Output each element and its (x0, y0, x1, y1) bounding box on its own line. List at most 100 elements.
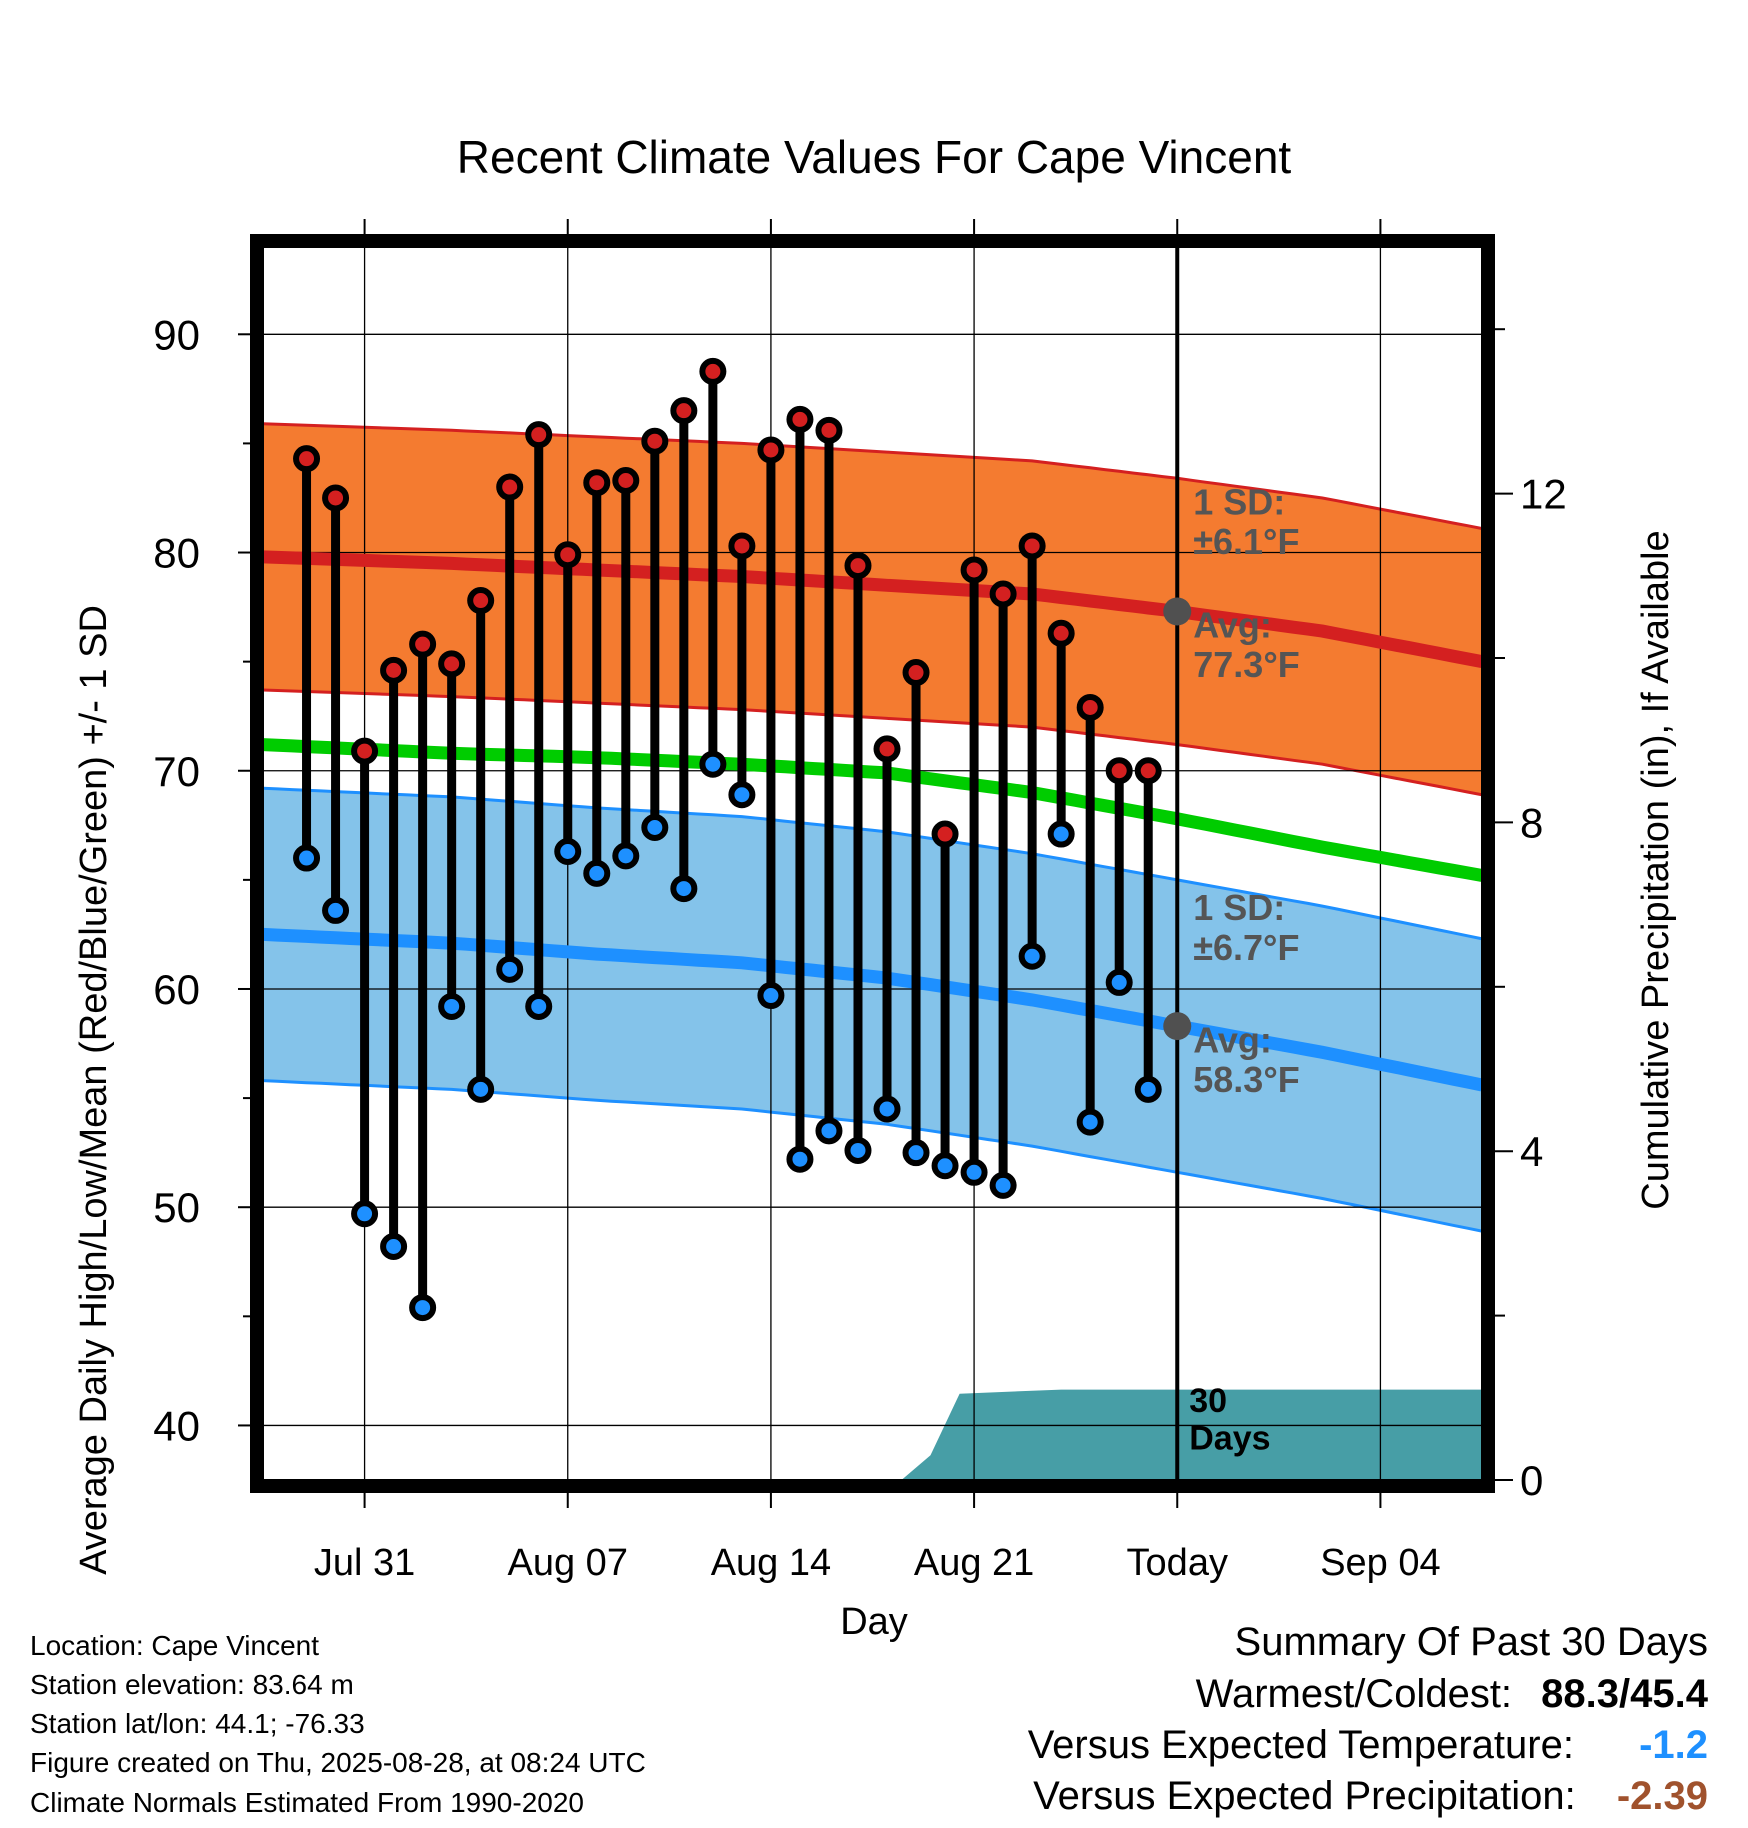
summary-temp-label: Versus Expected Temperature: (1027, 1723, 1574, 1767)
daily-high-point (351, 737, 379, 765)
y-tick-label: 90 (153, 311, 200, 358)
y-axis-label: Average Daily High/Low/Mean (Red/Blue/Gr… (73, 605, 115, 1575)
daily-high-point (670, 397, 698, 425)
y2-tick-label: 4 (1520, 1128, 1543, 1175)
daily-high-point (873, 735, 901, 763)
summary-warm-cold-label: Warmest/Coldest: (1195, 1672, 1513, 1716)
summary-warm-cold-row: Warmest/Coldest: 88.3/45.4 (1196, 1672, 1708, 1717)
daily-low-point (670, 875, 698, 903)
daily-low-point (525, 992, 553, 1020)
daily-high-point (699, 357, 727, 385)
daily-high-point (322, 484, 350, 512)
summary-heading: Summary Of Past 30 Days (1234, 1620, 1708, 1664)
daily-low-point (757, 982, 785, 1010)
plot-inner (263, 247, 1482, 1480)
daily-low-point (380, 1232, 408, 1260)
info-location: Location: Cape Vincent (30, 1630, 320, 1661)
daily-low-point (931, 1152, 959, 1180)
y2-tick-label: 12 (1520, 471, 1567, 518)
daily-low-point (1076, 1108, 1104, 1136)
plot-area: 1 SD: ±6.1°F Avg: 77.3°F 1 SD: ±6.7°F Avg: 58.3… (153, 219, 1567, 1584)
today-avg-low-marker (1163, 1012, 1192, 1041)
daily-high-point (786, 405, 814, 433)
y2-tick-label: 8 (1520, 799, 1543, 846)
daily-high-point (293, 445, 321, 473)
daily-low-point (1018, 942, 1046, 970)
daily-high-point (409, 630, 437, 658)
daily-low-point (815, 1117, 843, 1145)
daily-low-point (1047, 820, 1075, 848)
daily-high-point (525, 421, 553, 449)
summary-precip-row: Versus Expected Precipitation: -2.39 (1033, 1774, 1708, 1819)
info-latlon: Station lat/lon: 44.1; -76.33 (30, 1708, 365, 1739)
today-days-label: 30 Days (1189, 1382, 1270, 1457)
daily-low-point (960, 1158, 988, 1186)
low-avg-annotation: Avg: 58.3°F (1193, 1019, 1299, 1100)
info-normals: Climate Normals Estimated From 1990-2020 (30, 1787, 584, 1818)
summary-precip-label: Versus Expected Precipitation: (1033, 1774, 1576, 1818)
daily-high-point (641, 427, 669, 455)
chart-title: Recent Climate Values For Cape Vincent (457, 131, 1292, 183)
daily-low-point (467, 1075, 495, 1103)
low-sd-upper-edge (263, 786, 1482, 941)
info-created: Figure created on Thu, 2025-08-28, at 08… (30, 1747, 646, 1778)
daily-high-point (844, 552, 872, 580)
y2-axis-label: Cumulative Precipitation (in), If Availa… (1635, 530, 1677, 1209)
avg-low-line (263, 927, 1482, 1092)
y-tick-label: 60 (153, 966, 200, 1013)
x-tick-label: Aug 07 (508, 1542, 628, 1584)
x-tick-label: Today (1127, 1542, 1228, 1584)
daily-high-point (1076, 693, 1104, 721)
daily-low-point (612, 842, 640, 870)
low-sd-lower-edge (263, 1079, 1482, 1233)
plot-frame (250, 234, 1495, 1493)
daily-low-point (554, 837, 582, 865)
daily-low-point (902, 1139, 930, 1167)
daily-low-point (873, 1095, 901, 1123)
daily-high-point (757, 436, 785, 464)
daily-high-point (438, 650, 466, 678)
daily-high-point (554, 541, 582, 569)
x-tick-label: Aug 21 (914, 1542, 1034, 1584)
daily-high-point (612, 467, 640, 495)
high-sd-lower-edge (263, 688, 1482, 797)
high-sd-annotation: 1 SD: ±6.1°F (1193, 481, 1299, 562)
high-sd-upper-edge (263, 422, 1482, 530)
daily-low-point (1105, 968, 1133, 996)
daily-low-point (786, 1145, 814, 1173)
x-tick-label: Aug 14 (711, 1542, 831, 1584)
daily-low-point (322, 896, 350, 924)
daily-low-point (1134, 1075, 1162, 1103)
daily-high-point (380, 656, 408, 684)
daily-low-point (583, 859, 611, 887)
daily-low-point (728, 781, 756, 809)
summary-temp-value: -1.2 (1639, 1723, 1708, 1767)
daily-high-point (467, 587, 495, 615)
daily-high-point (931, 820, 959, 848)
daily-low-point (989, 1171, 1017, 1199)
precip-area (263, 1389, 1482, 1480)
y-tick-label: 50 (153, 1184, 200, 1231)
daily-high-point (1105, 757, 1133, 785)
high-avg-annotation: Avg: 77.3°F (1193, 605, 1299, 686)
daily-high-point (1134, 757, 1162, 785)
summary-warm-cold-value: 88.3/45.4 (1541, 1672, 1708, 1716)
daily-high-point (815, 416, 843, 444)
daily-high-point (496, 473, 524, 501)
daily-high-point (1047, 619, 1075, 647)
daily-high-point (902, 659, 930, 687)
daily-low-point (496, 955, 524, 983)
y-tick-label: 80 (153, 530, 200, 577)
x-axis-label: Day (840, 1601, 908, 1643)
daily-low-point (409, 1294, 437, 1322)
info-elevation: Station elevation: 83.64 m (30, 1669, 354, 1700)
daily-low-point (293, 844, 321, 872)
high-sd-band (263, 423, 1482, 795)
y-tick-label: 40 (153, 1402, 200, 1449)
y-tick-label: 70 (153, 748, 200, 795)
avg-high-line (263, 550, 1482, 668)
daily-high-point (1018, 532, 1046, 560)
today-avg-high-marker (1163, 597, 1192, 626)
x-tick-label: Jul 31 (314, 1542, 415, 1584)
daily-low-point (844, 1136, 872, 1164)
